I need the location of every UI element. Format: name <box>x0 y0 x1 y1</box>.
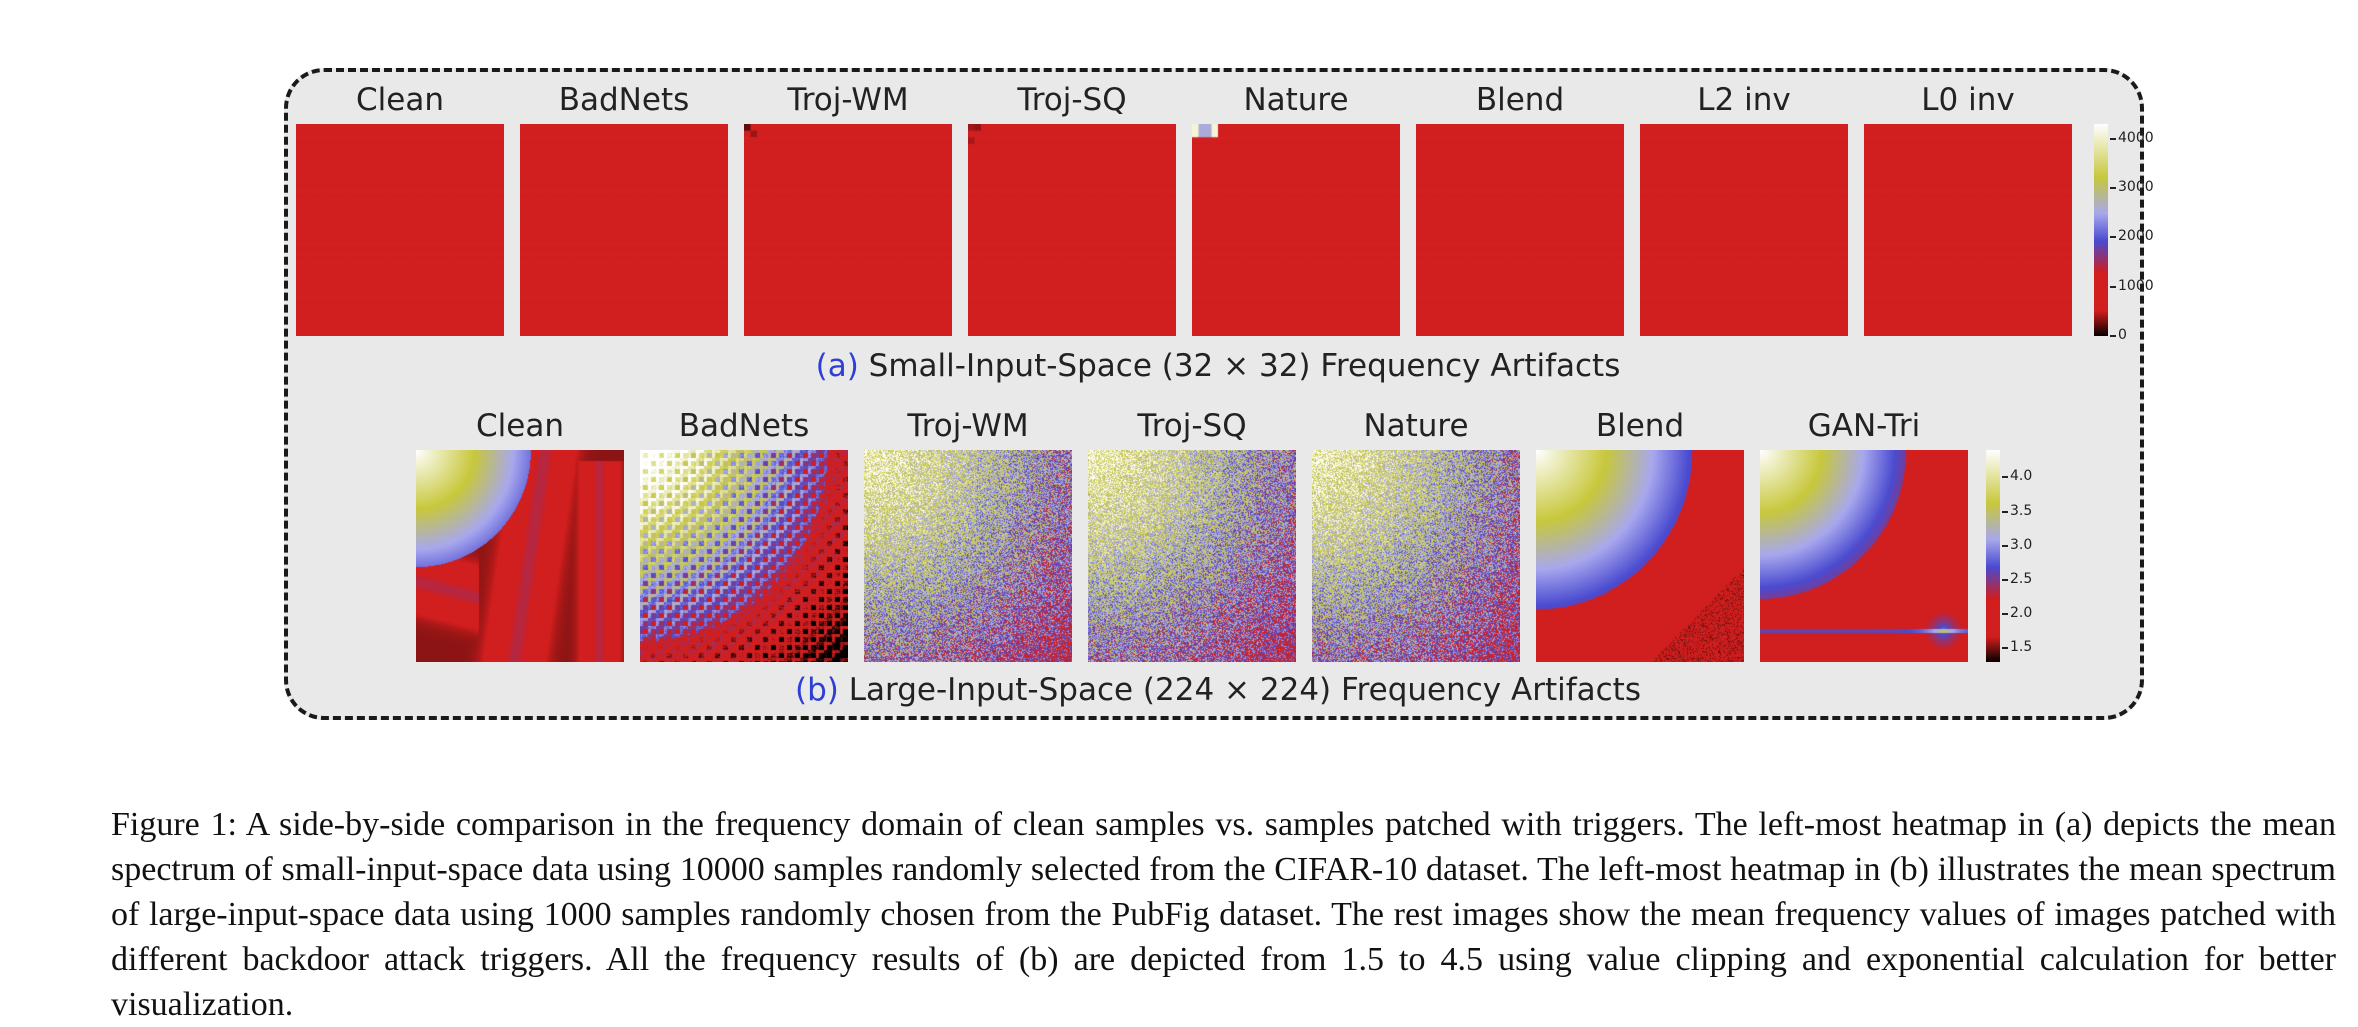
heatmap-image <box>1312 450 1520 662</box>
heatmap-title: BadNets <box>678 408 810 444</box>
heatmap-image <box>416 450 624 662</box>
heatmap-title: Clean <box>476 408 564 444</box>
subcaption-a: (a) Small-Input-Space (32 × 32) Frequenc… <box>288 348 2148 384</box>
colorbar-gradient <box>2094 124 2108 336</box>
heatmap-image <box>1760 450 1968 662</box>
colorbar-tick-label: 1.5 <box>2001 639 2033 656</box>
heatmap-image <box>520 124 728 336</box>
heatmap-title: Clean <box>356 82 444 118</box>
heatmap-image <box>1088 450 1296 662</box>
colorbar-tick-label: 2.5 <box>2001 570 2033 587</box>
heatmap-title: Troj-WM <box>907 408 1029 444</box>
heatmap-image <box>864 450 1072 662</box>
subcaption-b-tag: (b) <box>795 672 839 708</box>
heatmap-image <box>968 124 1176 336</box>
heatmap-image <box>1864 124 2072 336</box>
heatmap-title: L0 inv <box>1921 82 2015 118</box>
heatmap-image <box>640 450 848 662</box>
heatmap-title: L2 inv <box>1697 82 1791 118</box>
colorbar-a: 4000 3000 2000 1000 0 <box>2094 124 2168 343</box>
heatmap-title: BadNets <box>558 82 690 118</box>
heatmap-image <box>1640 124 1848 336</box>
colorbar-tick-label: 2000 <box>2110 228 2154 245</box>
figure-frame: Clean BadNets Troj-WM Troj-SQ Nature Blend L2 … <box>284 68 2154 720</box>
subcaption-b: (b) Large-Input-Space (224 × 224) Freque… <box>288 672 2148 708</box>
subcaption-a-tag: (a) <box>815 348 859 384</box>
colorbar-tick-label: 3000 <box>2110 179 2154 196</box>
colorbar-tick-label: 2.0 <box>2001 605 2033 622</box>
heatmap-title: Blend <box>1475 82 1565 118</box>
colorbar-tick-label: 0 <box>2110 327 2127 343</box>
heatmap-image <box>1416 124 1624 336</box>
colorbar-tick-label: 4.0 <box>2001 468 2033 485</box>
heatmap-title: Troj-WM <box>787 82 909 118</box>
colorbar-tick-label: 3.5 <box>2001 502 2033 519</box>
heatmap-title: Nature <box>1363 408 1469 444</box>
figure-caption: Figure 1: A side-by-side comparison in t… <box>111 806 2336 1023</box>
heatmap-image <box>296 124 504 336</box>
colorbar-b: 4.0 3.5 3.0 2.5 2.0 1.5 <box>1986 450 2060 662</box>
heatmap-title: Troj-SQ <box>1017 82 1127 118</box>
heatmap-title: Blend <box>1595 408 1685 444</box>
heatmap-image <box>744 124 952 336</box>
colorbar-tick-label: 4000 <box>2110 129 2154 146</box>
heatmap-image <box>1536 450 1744 662</box>
heatmap-title: Nature <box>1243 82 1349 118</box>
heatmap-title: Troj-SQ <box>1137 408 1247 444</box>
subcaption-b-text: Large-Input-Space (224 × 224) Frequency … <box>838 672 1641 708</box>
heatmap-title: GAN-Tri <box>1807 408 1921 444</box>
colorbar-tick-label: 1000 <box>2110 277 2154 294</box>
colorbar-gradient <box>1986 450 2000 662</box>
colorbar-tick-label: 3.0 <box>2001 536 2033 553</box>
heatmap-image <box>1192 124 1400 336</box>
subcaption-a-text: Small-Input-Space (32 × 32) Frequency Ar… <box>858 348 1621 384</box>
